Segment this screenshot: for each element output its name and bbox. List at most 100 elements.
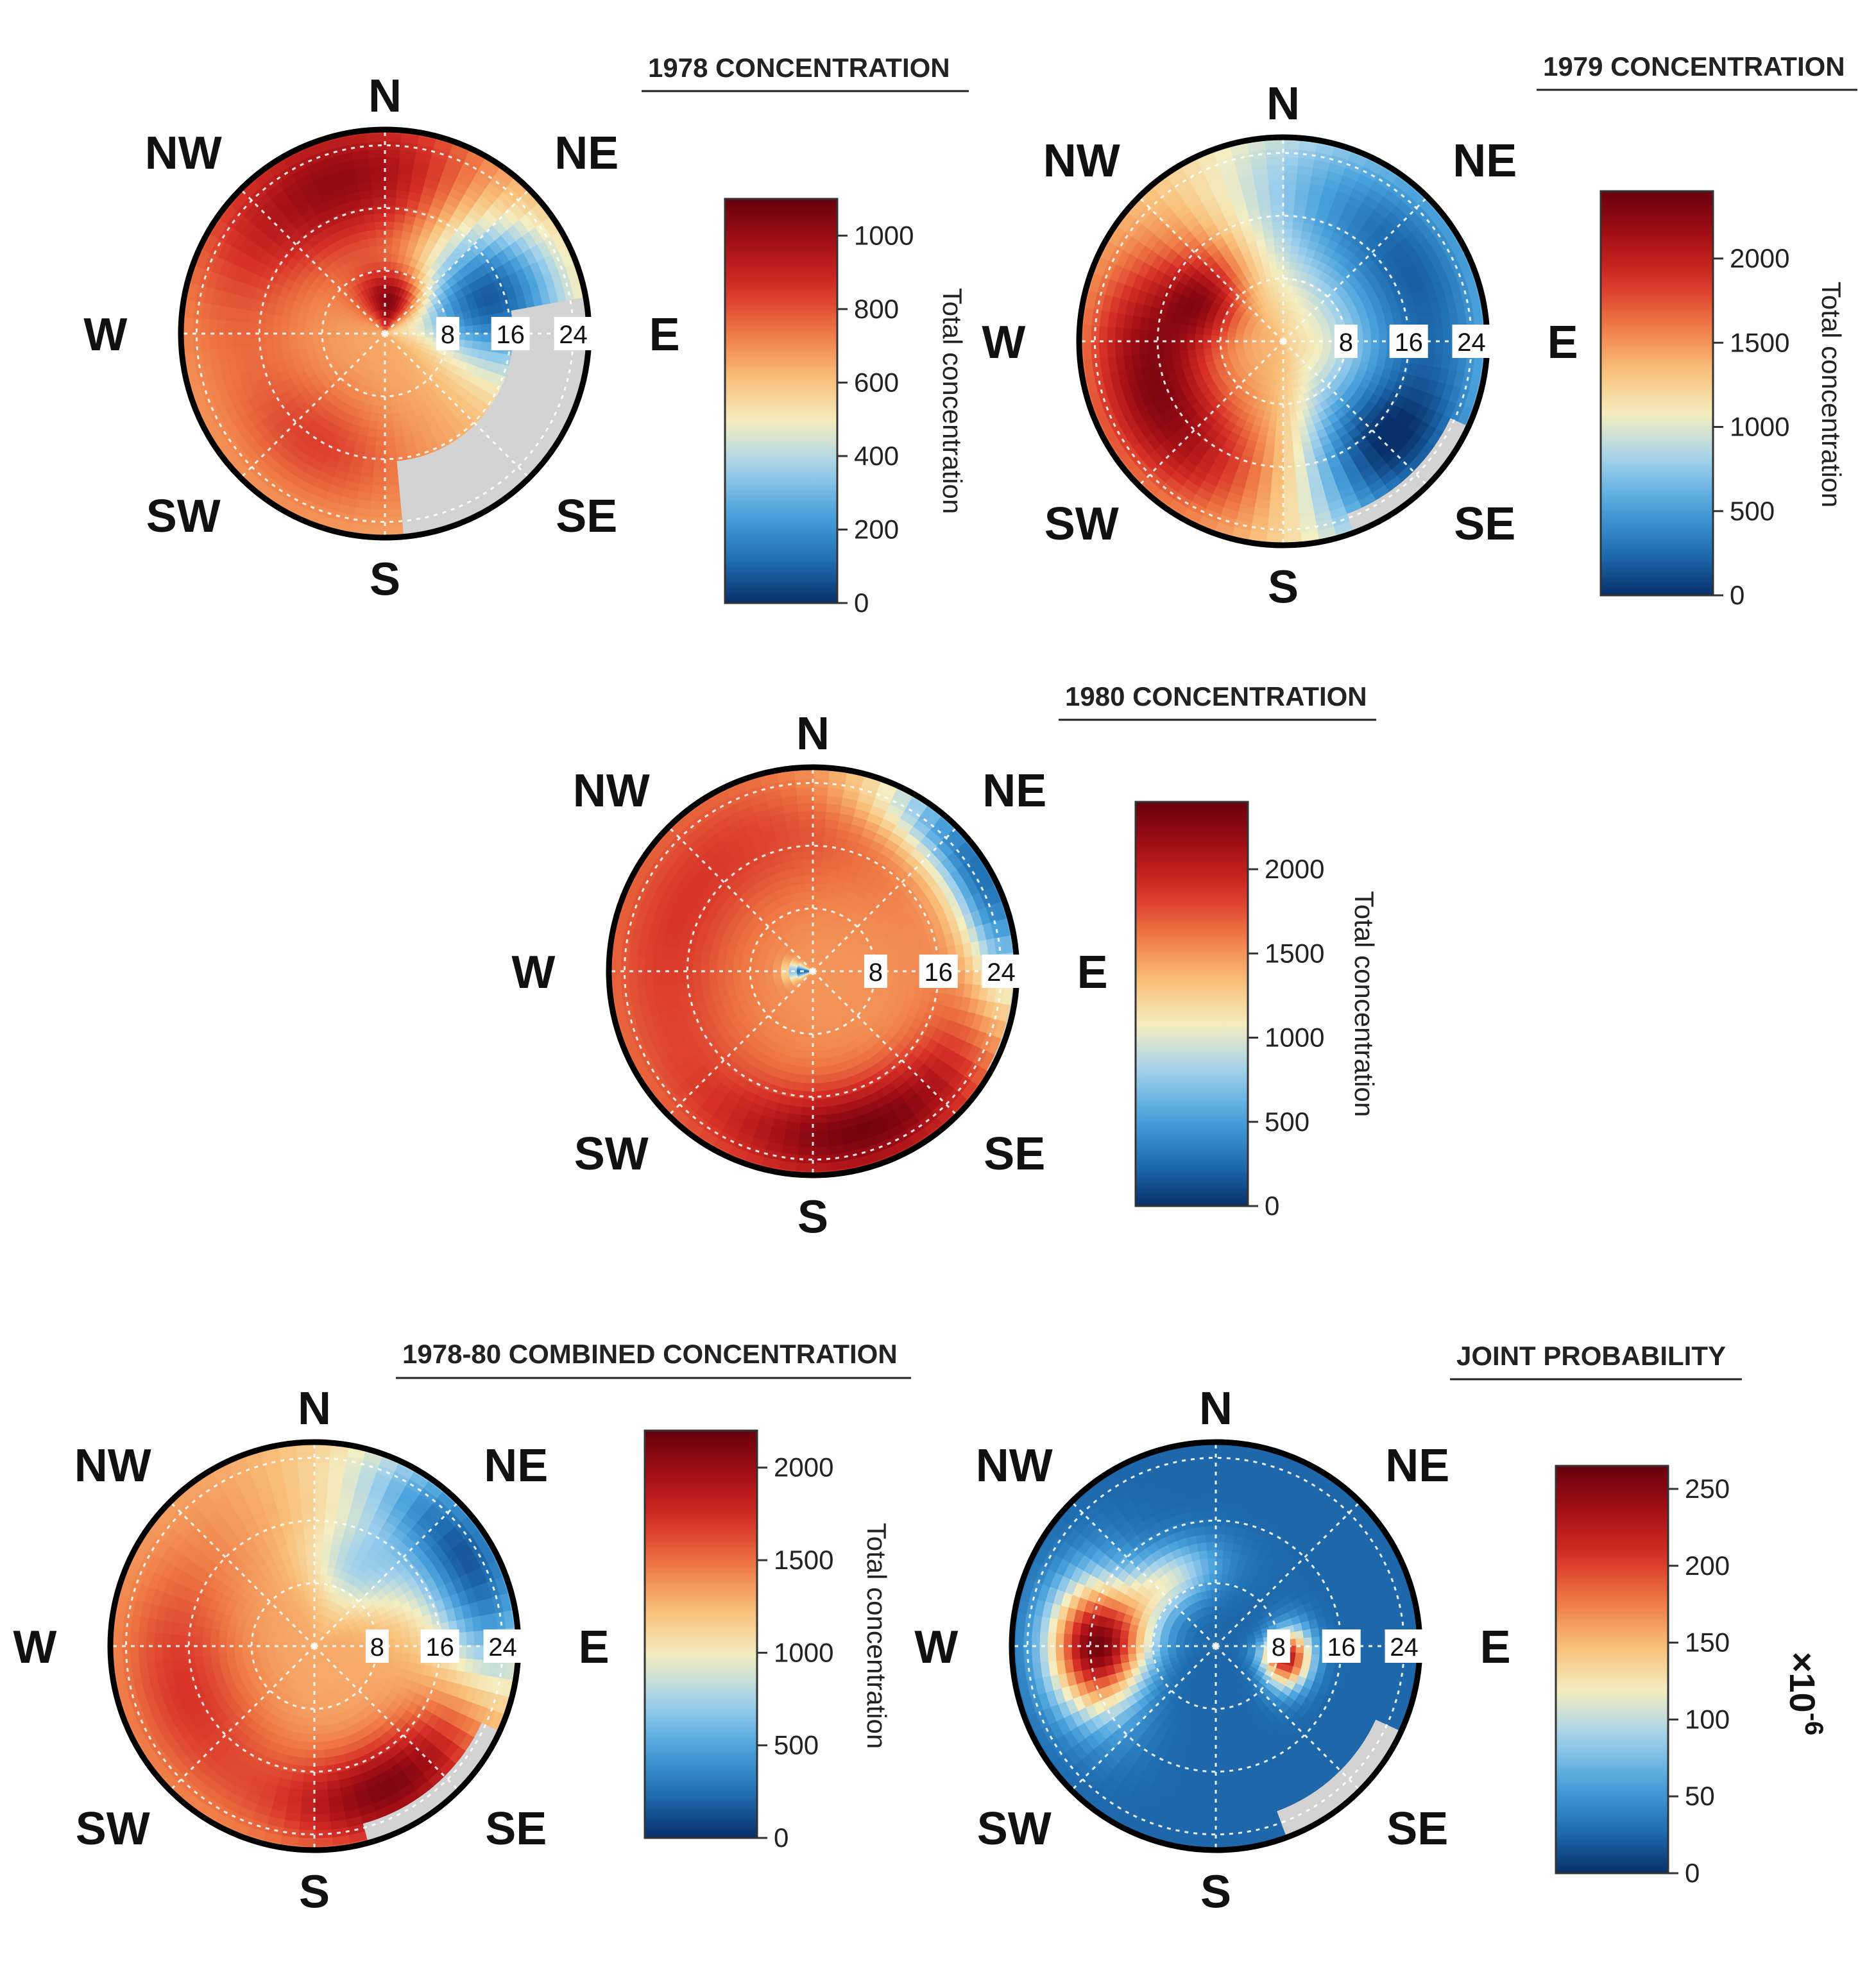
- colorbar-tick-label: 1500: [1730, 327, 1789, 357]
- heatmap-cell: [823, 1089, 836, 1100]
- heatmap-cell: [355, 166, 372, 176]
- heatmap-cell: [1324, 312, 1335, 321]
- heatmap-cell: [1326, 212, 1342, 226]
- heatmap-cell: [346, 191, 362, 203]
- heatmap-cell: [1270, 468, 1284, 478]
- heatmap-cell: [851, 1114, 869, 1127]
- heatmap-cell: [1252, 301, 1261, 311]
- ring-label-box: [1334, 325, 1358, 358]
- heatmap-cell: [1282, 532, 1302, 542]
- heatmap-cell: [833, 1046, 844, 1057]
- heatmap-cell: [955, 1010, 969, 1027]
- heatmap-cell: [1294, 475, 1309, 486]
- heatmap-cell: [907, 952, 917, 964]
- heatmap-cell: [357, 181, 373, 192]
- heatmap-cell: [377, 318, 382, 327]
- heatmap-cell: [400, 325, 409, 330]
- heatmap-cell: [413, 277, 423, 288]
- heatmap-cell: [296, 325, 305, 334]
- heatmap-cell: [410, 480, 428, 492]
- heatmap-cell: [374, 310, 380, 319]
- heatmap-cell: [1442, 400, 1457, 420]
- heatmap-cell: [789, 997, 797, 1007]
- heatmap-cell: [751, 1094, 767, 1108]
- heatmap-cell: [1395, 221, 1413, 239]
- heatmap-cell: [948, 1094, 968, 1114]
- heatmap-cell: [370, 312, 377, 321]
- heatmap-cell: [391, 412, 401, 422]
- heatmap-cell: [287, 158, 309, 175]
- heatmap-cell: [853, 1080, 868, 1092]
- heatmap-cell: [1083, 305, 1095, 326]
- heatmap-cell: [507, 271, 522, 288]
- heatmap-cell: [305, 345, 316, 355]
- heatmap-cell: [812, 770, 831, 780]
- heatmap-cell: [758, 1080, 772, 1092]
- heatmap-cell: [226, 387, 241, 406]
- heatmap-cell: [893, 1137, 914, 1154]
- heatmap-cell: [550, 347, 561, 366]
- heatmap-cell: [821, 1001, 827, 1011]
- heatmap-cell: [350, 296, 360, 306]
- heatmap-cell: [276, 194, 294, 212]
- heatmap-cell: [1227, 185, 1245, 199]
- heatmap-cell: [951, 931, 964, 948]
- heatmap-cell: [462, 310, 473, 320]
- heatmap-cell: [964, 1028, 980, 1047]
- heatmap-cell: [392, 328, 401, 332]
- heatmap-cell: [1163, 454, 1181, 472]
- heatmap-cell: [384, 381, 391, 391]
- heatmap-cell: [376, 348, 381, 357]
- heatmap-cell: [422, 361, 432, 371]
- heatmap-cell: [792, 1073, 805, 1084]
- heatmap-cell: [396, 189, 411, 200]
- heatmap-cell: [1250, 292, 1259, 302]
- heatmap-cell: [1370, 181, 1390, 198]
- heatmap-cell: [1268, 332, 1277, 337]
- heatmap-cell: [256, 275, 269, 291]
- heatmap-cell: [1289, 412, 1298, 422]
- heatmap-cell: [1252, 371, 1261, 382]
- heatmap-cell: [1082, 323, 1092, 343]
- heatmap-cell: [389, 310, 394, 319]
- heatmap-cell: [329, 341, 339, 349]
- heatmap-cell: [374, 221, 386, 230]
- heatmap-cell: [1168, 196, 1188, 214]
- heatmap-cell: [724, 1089, 742, 1104]
- heatmap-cell: [371, 363, 377, 373]
- heatmap-cell: [1250, 335, 1260, 339]
- heatmap-cell: [1094, 255, 1110, 277]
- heatmap-cell: [683, 1118, 704, 1137]
- heatmap-cell: [1291, 343, 1300, 346]
- heatmap-cell: [398, 361, 405, 371]
- heatmap-cell: [398, 411, 409, 421]
- heatmap-cell: [1282, 508, 1300, 518]
- heatmap-cell: [364, 370, 371, 380]
- heatmap-cell: [1265, 532, 1284, 542]
- heatmap-cell: [1414, 364, 1426, 380]
- heatmap-cell: [1363, 333, 1372, 342]
- heatmap-cell: [1283, 421, 1292, 430]
- heatmap-cell: [351, 449, 365, 461]
- heatmap-cell: [1230, 317, 1240, 325]
- heatmap-cell: [1236, 304, 1247, 314]
- heatmap-cell: [781, 1079, 794, 1091]
- heatmap-cell: [743, 1151, 765, 1166]
- heatmap-cell: [794, 990, 801, 1000]
- heatmap-cell: [337, 321, 346, 327]
- heatmap-cell: [427, 491, 447, 505]
- heatmap-cell: [924, 887, 939, 904]
- heatmap-cell: [1407, 401, 1422, 418]
- heatmap-cell: [464, 464, 482, 480]
- heatmap-cell: [1255, 434, 1267, 445]
- heatmap-cell: [375, 429, 386, 438]
- heatmap-cell: [497, 457, 516, 476]
- heatmap-cell: [1109, 436, 1127, 457]
- heatmap-cell: [216, 318, 226, 335]
- ring-label-text: 16: [1394, 328, 1423, 357]
- heatmap-cell: [384, 477, 399, 486]
- heatmap-cell: [1272, 452, 1284, 462]
- heatmap-cell: [384, 165, 401, 174]
- heatmap-cell: [414, 341, 425, 348]
- heatmap-cell: [821, 992, 827, 1002]
